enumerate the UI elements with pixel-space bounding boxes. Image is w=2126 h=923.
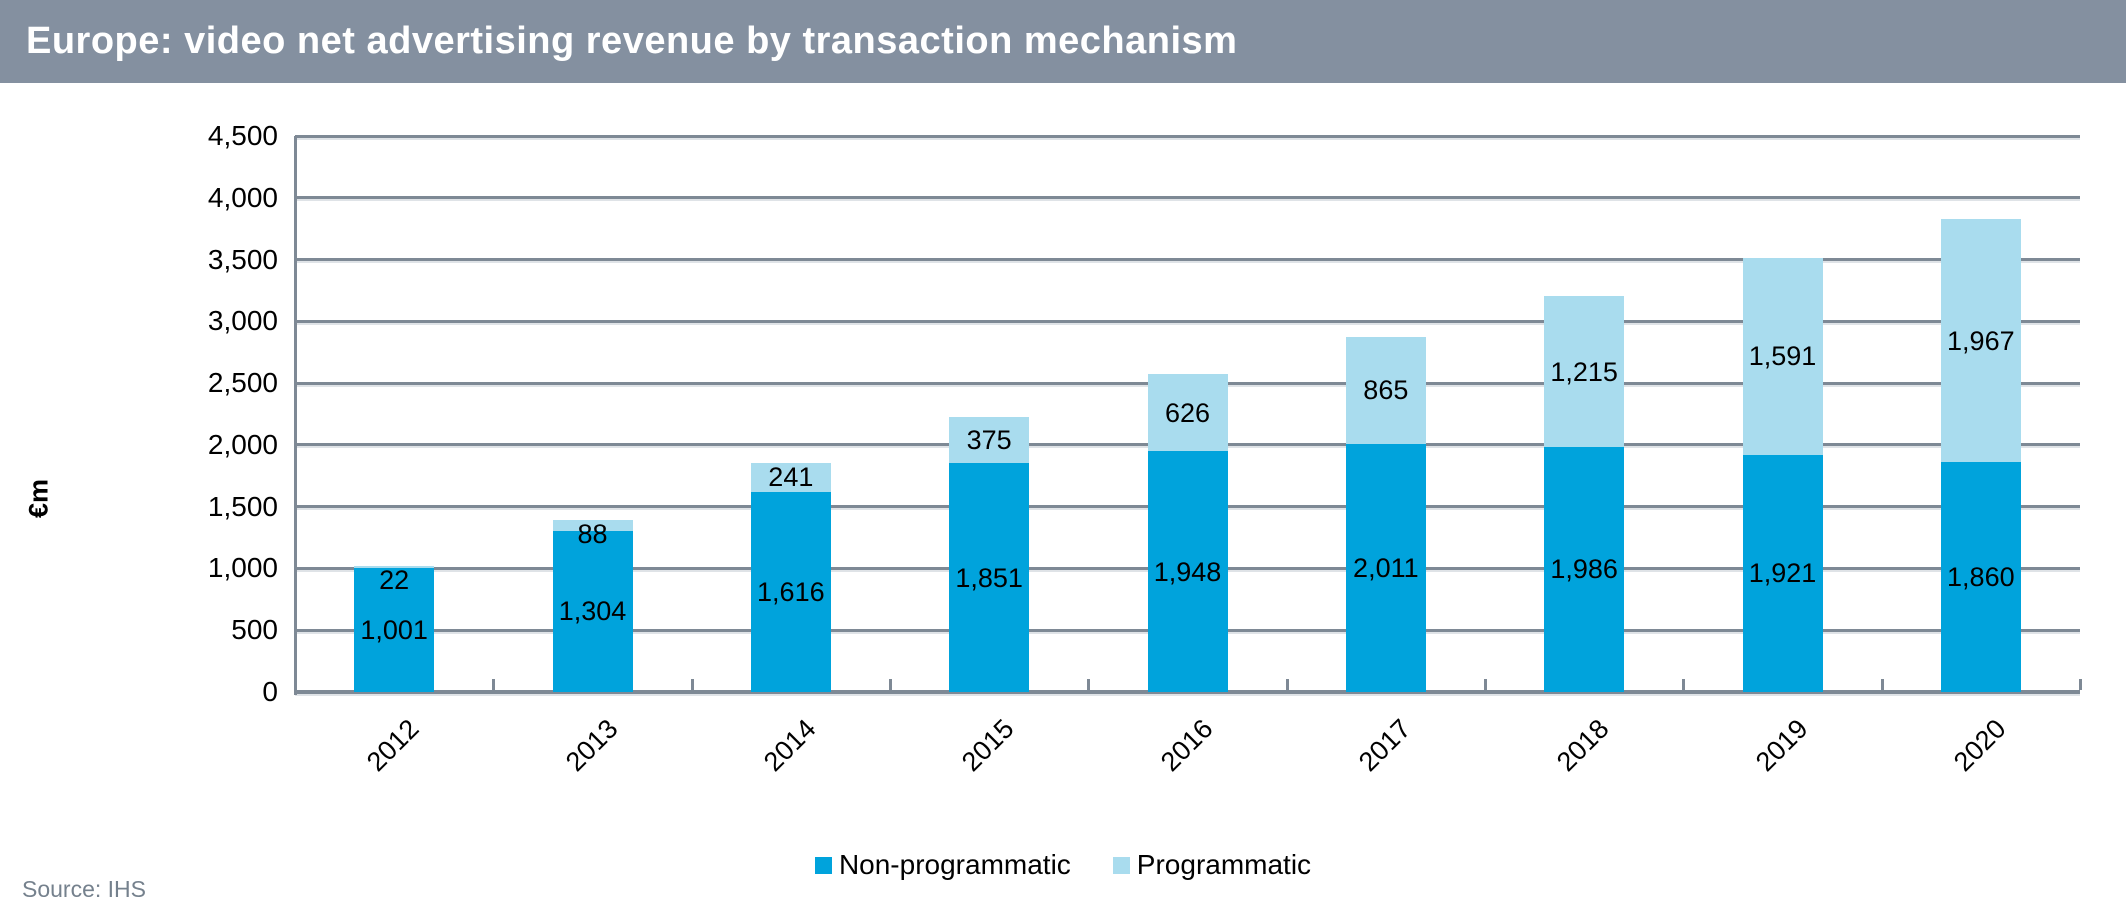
bar-segment-programmatic [552, 520, 633, 531]
legend-item: Programmatic [1112, 849, 1312, 881]
legend-swatch-programmatic [1112, 856, 1130, 874]
bar-value-programmatic: 1,967 [1947, 325, 2015, 356]
y-axis-title: €m [23, 478, 54, 519]
legend-label: Non-programmatic [838, 849, 1071, 880]
y-axis-tick-label: 2,000 [207, 428, 278, 460]
bar-value-programmatic: 88 [577, 519, 608, 549]
x-axis-category-label: 2016 [1154, 713, 1219, 778]
bar-segment-non-programmatic [949, 463, 1030, 692]
bar-segment-non-programmatic [750, 492, 831, 692]
y-axis-tick-label: 3,000 [207, 305, 278, 337]
y-axis-line [294, 136, 297, 695]
bar-segment-programmatic [354, 565, 435, 569]
gridline [295, 134, 2080, 138]
x-axis-tick [1285, 679, 1289, 690]
bar-value-non-programmatic: 1,304 [558, 596, 627, 627]
bar-segment-non-programmatic [1345, 443, 1426, 692]
x-axis-category-label: 2020 [1947, 713, 2012, 778]
x-axis-category-label: 2017 [1352, 713, 1417, 778]
x-axis-line [295, 690, 2080, 694]
gridline [295, 196, 2080, 200]
x-axis-category-label: 2018 [1551, 713, 1615, 778]
bar-segment-non-programmatic [1940, 462, 2021, 692]
x-axis-tick [1682, 679, 1686, 690]
stacked-bar-chart: €m 0 500 1,000 1,500 2,000 2,500 3,000 3,500 4,0… [0, 83, 2126, 843]
bar-segment-non-programmatic [354, 568, 435, 692]
bar-segment-programmatic [949, 416, 1030, 464]
y-axis-tick-label: 4,000 [207, 181, 278, 213]
bar-value-non-programmatic: 1,001 [360, 615, 428, 646]
bar-value-non-programmatic: 1,860 [1947, 562, 2015, 593]
legend: Non-programmatic Programmatic [0, 845, 2126, 885]
bar-segment-non-programmatic [1544, 446, 1625, 692]
y-axis-tick-label: 0 [262, 676, 278, 707]
bar-value-non-programmatic: 2,011 [1353, 552, 1419, 583]
bar-segment-programmatic [1147, 373, 1228, 452]
bar-segment-programmatic [1940, 219, 2021, 463]
bar-segment-programmatic [1544, 296, 1625, 447]
bar-value-non-programmatic: 1,851 [955, 562, 1023, 593]
bar-value-non-programmatic: 1,616 [757, 577, 825, 608]
bar-segment-non-programmatic [1742, 454, 1823, 692]
bar-value-non-programmatic: 1,948 [1153, 556, 1222, 587]
bar-value-programmatic: 865 [1363, 375, 1409, 406]
x-axis-tick [889, 679, 892, 690]
x-axis-tick [1087, 679, 1091, 690]
y-axis-tick-label: 1,000 [207, 552, 278, 584]
bar-segment-programmatic [1345, 336, 1426, 444]
bar-value-programmatic: 241 [768, 462, 814, 493]
y-axis-tick-label: 4,500 [207, 120, 278, 151]
chart-title: Europe: video net advertising revenue by… [26, 20, 1238, 62]
x-axis-tick [294, 679, 297, 690]
bar-value-programmatic: 1,591 [1748, 341, 1817, 372]
x-axis-category-label: 2015 [956, 713, 1020, 778]
y-axis-tick-label: 3,500 [207, 243, 278, 275]
x-axis-tick [1484, 679, 1487, 690]
gridline [295, 319, 2080, 323]
legend-swatch-non-programmatic [814, 856, 832, 874]
x-axis-category-label: 2013 [559, 713, 624, 778]
y-axis-tick-label: 1,500 [207, 490, 278, 522]
x-axis-category-label: 2019 [1749, 713, 1814, 778]
bar-value-non-programmatic: 1,921 [1748, 558, 1817, 589]
bar-value-programmatic: 22 [379, 564, 410, 595]
legend-item: Non-programmatic [814, 849, 1071, 881]
source-note: Source: IHS [22, 876, 146, 902]
bar-segment-programmatic [750, 462, 831, 493]
x-axis-tick [2079, 679, 2082, 690]
bar-value-non-programmatic: 1,986 [1550, 554, 1618, 585]
x-axis-tick [1880, 679, 1884, 690]
y-axis-tick-label: 500 [231, 614, 278, 646]
y-axis-tick-label: 2,500 [207, 367, 278, 399]
x-axis-tick [690, 679, 694, 690]
gridline [295, 258, 2080, 262]
bar-segment-non-programmatic [552, 530, 633, 692]
bar-segment-non-programmatic [1147, 451, 1228, 692]
x-axis-tick [492, 679, 496, 690]
title-bar: Europe: video net advertising revenue by… [0, 0, 2126, 83]
x-axis-category-label: 2012 [361, 713, 425, 778]
x-axis-category-label: 2014 [757, 713, 822, 778]
bar-segment-programmatic [1742, 258, 1823, 455]
bar-value-programmatic: 375 [966, 425, 1012, 456]
bar-value-programmatic: 1,215 [1550, 356, 1618, 387]
bar-value-programmatic: 626 [1164, 397, 1211, 428]
legend-label: Programmatic [1136, 849, 1312, 880]
